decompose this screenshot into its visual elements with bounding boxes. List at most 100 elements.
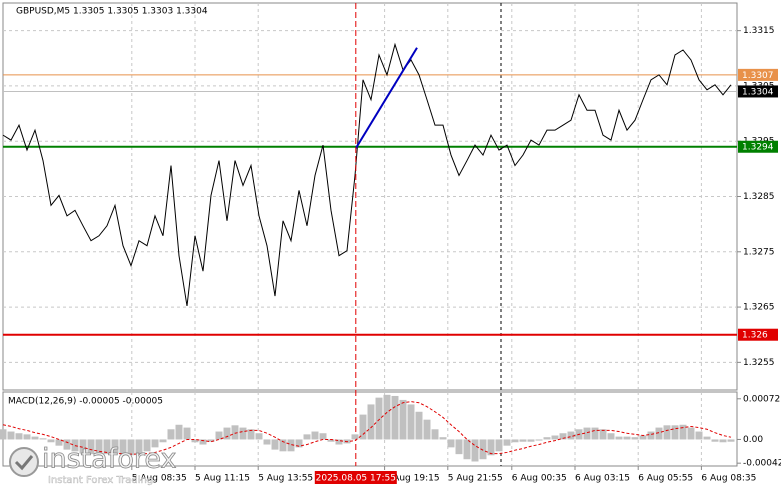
macd-bar [87, 439, 95, 455]
macd-bar [63, 439, 71, 450]
macd-bar [39, 438, 47, 440]
macd-bar [335, 439, 343, 445]
macd-bar [511, 439, 519, 443]
y-tick-label: -0.00042 [743, 459, 781, 469]
macd-bar [439, 437, 447, 440]
macd-bar [287, 439, 295, 452]
macd-bar [223, 427, 231, 440]
macd-bar [559, 433, 567, 440]
x-tick-label: 5 Aug 08:35 [132, 474, 187, 484]
macd-bar [23, 434, 31, 440]
macd-bar [239, 427, 247, 440]
crosshair-label: 2025.08.05 17:55 [316, 474, 396, 484]
macd-bar [119, 439, 127, 455]
macd-bar [671, 425, 679, 440]
macd-bar [623, 436, 631, 440]
macd-bar [111, 439, 119, 454]
macd-bar [151, 439, 159, 448]
y-tick-label: 1.3315 [743, 26, 775, 36]
price-box [738, 68, 778, 81]
macd-bar [247, 429, 255, 440]
macd-bar [599, 429, 607, 440]
x-tick-label: 5 Aug 21:55 [448, 474, 503, 484]
price-box-label: 1.3307 [742, 71, 774, 81]
macd-bar [263, 439, 271, 445]
trendline [354, 47, 418, 149]
macd-bar [583, 427, 591, 440]
y-tick-label: 0.00 [743, 435, 763, 445]
macd-bar [79, 439, 87, 454]
crosshair-box [314, 471, 397, 484]
macd-bar [327, 439, 335, 442]
macd-bar [191, 439, 199, 443]
x-tick-label: 5 Aug 13:55 [258, 474, 313, 484]
macd-bar [615, 436, 623, 440]
macd-bar [0, 429, 7, 440]
macd-bar [319, 433, 327, 440]
macd-bar [423, 419, 431, 440]
macd-bar [727, 439, 735, 442]
macd-bar [55, 439, 63, 446]
watermark: instaforex Instant Forex Trading [9, 443, 177, 486]
macd-bar [407, 404, 415, 440]
macd-bar [231, 425, 239, 440]
macd-bar [15, 433, 23, 440]
x-tick-label: 6 Aug 05:55 [638, 474, 693, 484]
macd-bar [175, 424, 183, 440]
signal-line [2, 401, 732, 455]
macd-bar [655, 427, 663, 440]
macd-bar [295, 439, 303, 448]
macd-bar [607, 433, 615, 440]
macd-bar [471, 439, 479, 462]
macd-bar [687, 427, 695, 440]
macd-bar [591, 427, 599, 440]
macd-bar [447, 439, 455, 448]
macd-bar [551, 435, 559, 440]
price-box [738, 328, 778, 341]
macd-bar [367, 404, 375, 440]
macd-bar [431, 429, 439, 440]
macd-bar [455, 439, 463, 455]
macd-bar [679, 424, 687, 440]
macd-bar [527, 439, 535, 442]
macd-bar [711, 439, 719, 442]
logo-mark [14, 455, 34, 471]
macd-bar [159, 439, 167, 443]
watermark-tagline: Instant Forex Trading [48, 475, 153, 486]
macd-bar [183, 427, 191, 440]
macd-bar [503, 439, 511, 446]
macd-bar [351, 434, 359, 440]
watermark-brand: instaforex [42, 444, 176, 475]
macd-bar [167, 429, 175, 440]
macd-bar [207, 439, 215, 442]
price-box-label: 1.3304 [742, 87, 774, 97]
macd-bar [103, 439, 111, 455]
price-box [738, 140, 778, 153]
macd-bar [415, 411, 423, 440]
x-tick-label: 6 Aug 00:35 [512, 474, 567, 484]
y-tick-label: 1.3275 [743, 247, 775, 257]
macd-bar [543, 437, 551, 440]
macd-bar [487, 439, 495, 456]
macd-bar [31, 436, 39, 440]
price-box-label: 1.3294 [742, 143, 774, 153]
macd-bar [271, 439, 279, 450]
macd-bar [647, 431, 655, 440]
x-tick-label: 6 Aug 03:15 [575, 474, 630, 484]
macd-bar [495, 439, 503, 452]
x-tick-label: 6 Aug 08:35 [701, 474, 756, 484]
y-tick-label: 0.00072 [743, 394, 780, 404]
macd-bar [47, 439, 55, 443]
macd-bar [359, 414, 367, 440]
macd-bar [375, 397, 383, 440]
macd-bar [127, 439, 135, 456]
price-box-label: 1.326 [742, 331, 768, 341]
macd-bar [311, 431, 319, 440]
x-tick-label: 5 Aug 11:15 [195, 474, 250, 484]
macd-bar [7, 431, 15, 440]
chart-title: GBPUSD,M5 1.3305 1.3305 1.3303 1.3304 [16, 7, 208, 17]
macd-bar [95, 439, 103, 456]
macd-title: MACD(12,26,9) -0.00005 -0.00005 [8, 397, 163, 407]
macd-bar [631, 437, 639, 440]
macd-bar [199, 439, 207, 445]
